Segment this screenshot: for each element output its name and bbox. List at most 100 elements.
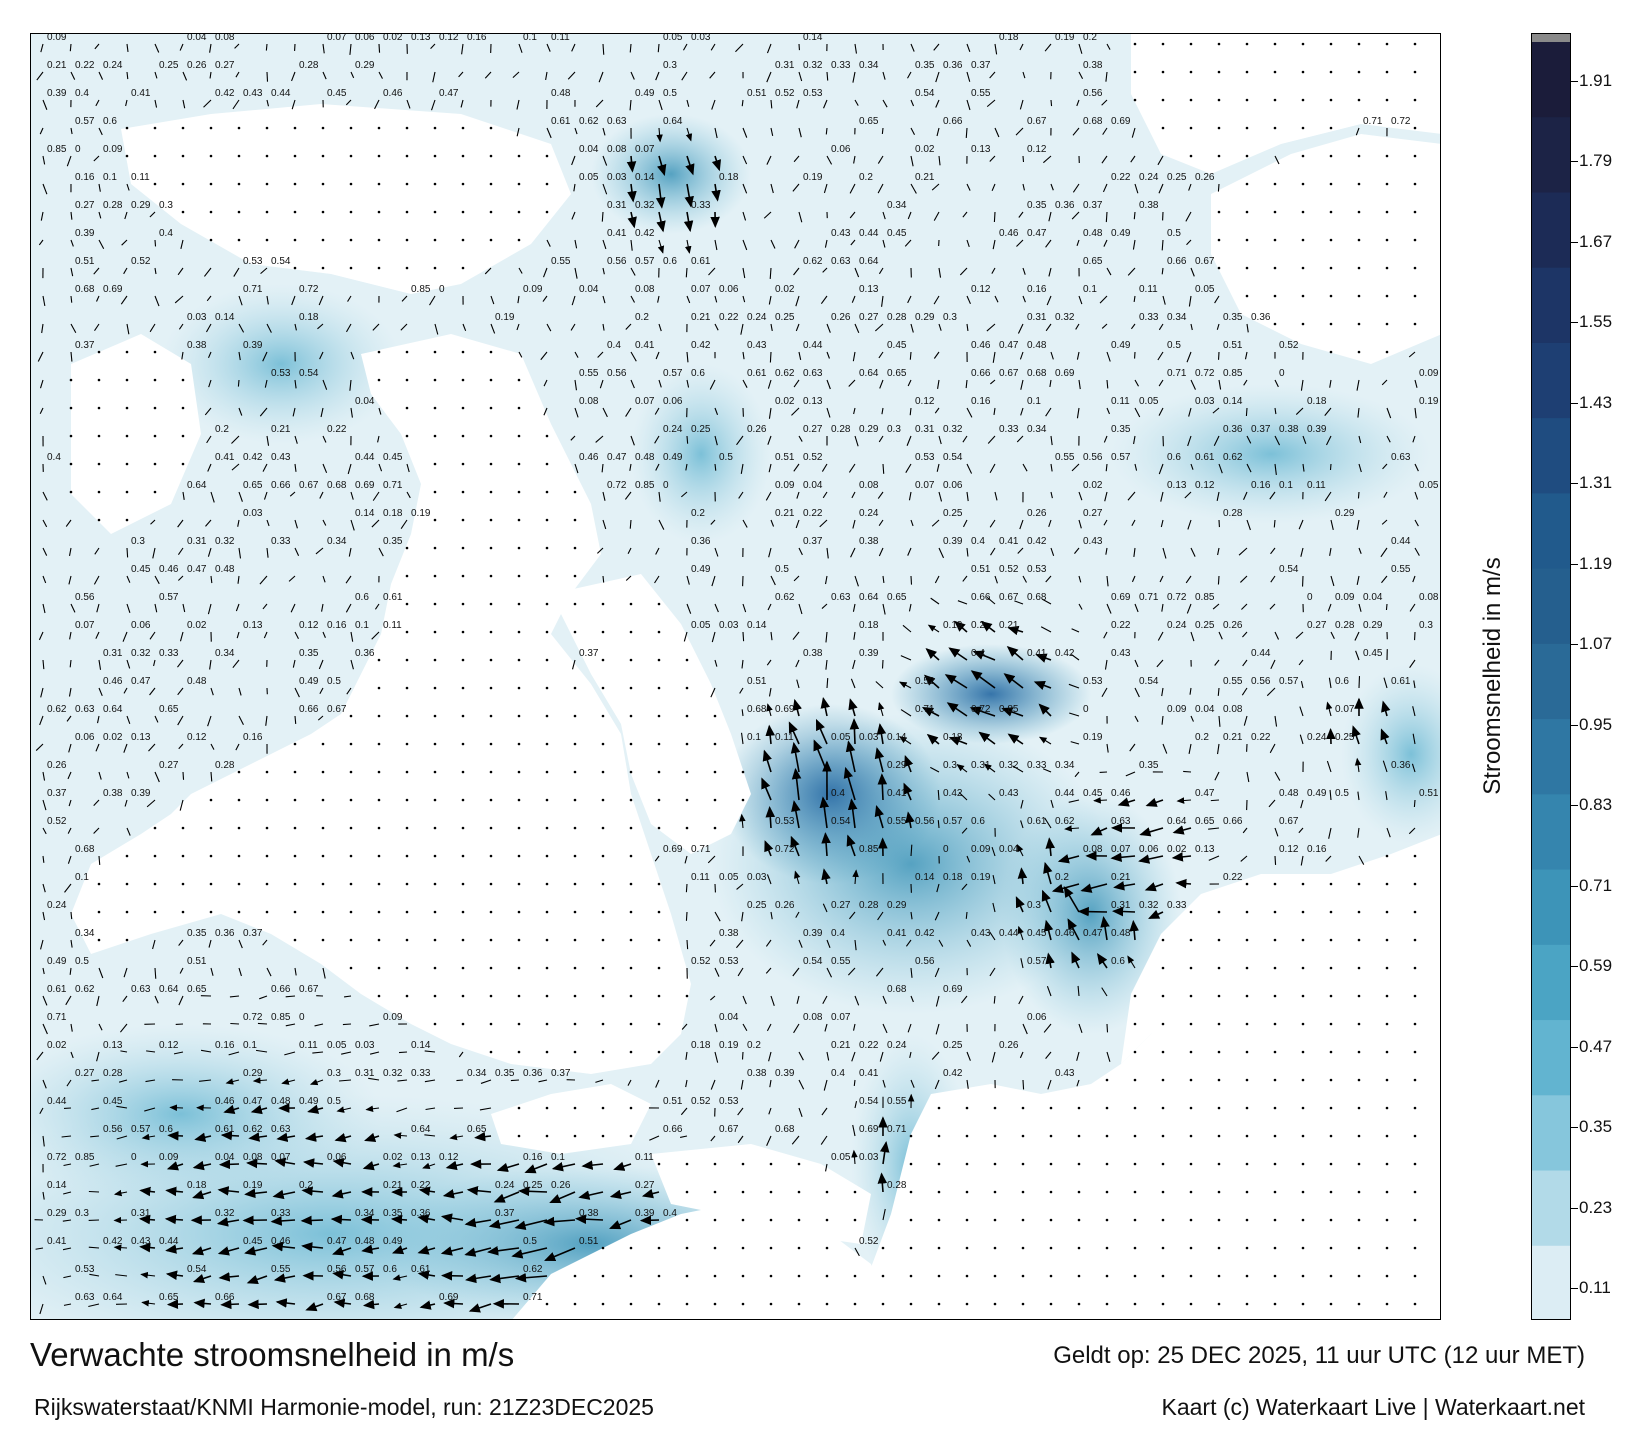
current-arrow — [630, 351, 637, 362]
current-arrow — [957, 600, 968, 605]
current-arrow — [225, 1078, 240, 1085]
calm-point-dot — [377, 686, 381, 690]
current-arrow — [1047, 1079, 1052, 1090]
calm-point-dot — [433, 994, 437, 998]
current-arrow — [126, 43, 129, 53]
calm-point-dot — [1273, 1078, 1277, 1082]
calm-point-dot — [1385, 1162, 1389, 1166]
calm-point-dot — [405, 854, 409, 858]
speed-label: 0.53 — [803, 88, 823, 99]
calm-point-dot — [1329, 98, 1333, 102]
speed-label: 0.22 — [859, 1040, 879, 1051]
current-arrow — [1044, 817, 1052, 829]
current-arrow — [236, 631, 240, 639]
current-arrow — [126, 827, 131, 836]
speed-label: 0.02 — [47, 1040, 67, 1051]
speed-label: 0.32 — [803, 60, 823, 71]
current-arrow — [770, 995, 775, 1006]
calm-point-dot — [377, 994, 381, 998]
current-arrow — [39, 715, 44, 726]
current-arrow — [768, 547, 772, 558]
speed-label: 0.12 — [1195, 480, 1215, 491]
calm-point-dot — [937, 1134, 941, 1138]
current-arrow — [244, 1246, 268, 1256]
current-arrow — [933, 351, 940, 359]
speed-label: 0.21 — [1223, 732, 1243, 743]
current-arrow — [765, 939, 772, 947]
current-arrow — [69, 967, 72, 975]
current-arrow — [826, 323, 831, 333]
current-arrow — [154, 967, 157, 979]
current-arrow — [1356, 519, 1360, 530]
current-arrow — [1071, 463, 1080, 472]
current-arrow — [851, 491, 856, 499]
current-arrow — [627, 1079, 632, 1086]
calm-point-dot — [573, 518, 577, 522]
speed-label: 0.43 — [1083, 536, 1103, 547]
speed-label: 0.32 — [999, 760, 1019, 771]
current-arrow — [898, 681, 912, 689]
current-arrow — [266, 323, 272, 333]
calm-point-dot — [1413, 126, 1417, 130]
speed-label: 0.13 — [131, 732, 151, 743]
speed-label: 0.49 — [691, 564, 711, 575]
land-east-england — [551, 574, 751, 854]
speed-label: 0.31 — [103, 648, 123, 659]
current-arrow — [154, 715, 159, 723]
current-arrow — [1186, 239, 1192, 246]
current-arrow — [182, 491, 185, 500]
calm-point-dot — [657, 1302, 661, 1306]
speed-label: 0.51 — [747, 676, 767, 687]
calm-point-dot — [1329, 994, 1333, 998]
calm-point-dot — [965, 1190, 969, 1194]
current-arrow — [1189, 687, 1192, 695]
current-arrow — [709, 379, 716, 390]
current-arrow — [910, 844, 913, 857]
speed-label: 0.14 — [803, 34, 823, 43]
calm-point-dot — [433, 462, 437, 466]
current-arrow — [821, 868, 831, 885]
current-arrow — [935, 1023, 940, 1035]
calm-point-dot — [545, 1022, 549, 1026]
current-arrow — [289, 491, 296, 497]
current-arrow — [933, 211, 940, 221]
calm-point-dot — [433, 714, 437, 718]
current-arrow — [770, 631, 773, 641]
current-arrow — [65, 519, 72, 527]
speed-label: 0.6 — [1167, 452, 1181, 463]
speed-label: 0.34 — [1055, 760, 1075, 771]
calm-point-dot — [1385, 910, 1389, 914]
calm-point-dot — [881, 1246, 885, 1250]
current-arrow — [538, 1079, 548, 1083]
current-arrow — [333, 1298, 352, 1309]
current-arrow — [231, 435, 240, 444]
current-arrow — [69, 43, 72, 52]
current-arrow — [346, 687, 352, 695]
current-arrow — [905, 463, 912, 473]
calm-point-dot — [69, 406, 73, 410]
current-arrow — [445, 1160, 464, 1171]
speed-label: 0.12 — [187, 732, 207, 743]
current-arrow — [1103, 631, 1108, 639]
current-arrow — [798, 939, 803, 948]
calm-point-dot — [601, 602, 605, 606]
current-arrow — [193, 1298, 212, 1309]
calm-point-dot — [237, 126, 241, 130]
speed-label: 0.13 — [103, 1040, 123, 1051]
colorbar-gradient — [1532, 34, 1570, 1319]
speed-label: 0.49 — [47, 956, 67, 967]
speed-label: 0.26 — [747, 424, 767, 435]
current-arrow — [209, 43, 212, 53]
colorbar-band — [1532, 568, 1570, 645]
calm-point-dot — [433, 742, 437, 746]
current-arrow — [1218, 463, 1223, 474]
current-arrow — [303, 1158, 324, 1168]
speed-label: 0.11 — [1111, 396, 1130, 407]
speed-label: 0.51 — [775, 452, 795, 463]
current-arrow — [1045, 323, 1052, 332]
current-arrow — [714, 603, 719, 613]
speed-label: 0.46 — [579, 452, 599, 463]
current-arrow — [378, 463, 383, 472]
calm-point-dot — [1301, 1190, 1305, 1194]
current-arrow — [371, 519, 380, 528]
